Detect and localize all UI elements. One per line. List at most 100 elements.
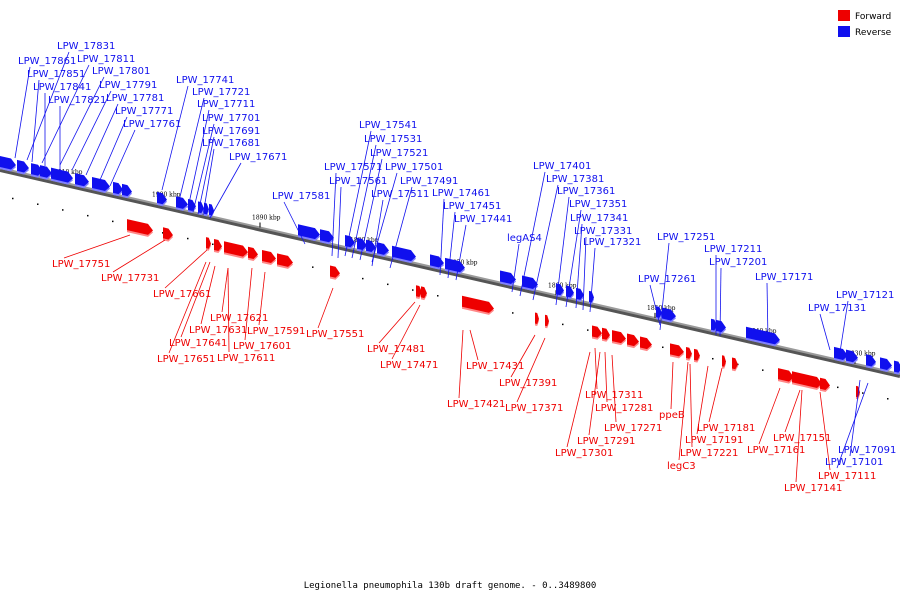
backbone-dot: [12, 197, 14, 200]
forward-gene: [127, 219, 153, 237]
reverse-label-leader: [719, 267, 722, 337]
forward-gene-label: LPW_17301: [555, 448, 613, 459]
scale-tick-label: 1900 kbp: [152, 192, 181, 199]
forward-label-leader: [689, 363, 693, 448]
reverse-label-leader: [659, 242, 670, 331]
reverse-gene-label: LPW_17461: [432, 188, 490, 199]
legend-forward-label: Forward: [855, 12, 891, 22]
forward-gene-label: legC3: [667, 461, 696, 472]
reverse-gene: [716, 319, 726, 335]
reverse-gene: [357, 237, 367, 252]
reverse-gene-label: LPW_17201: [709, 257, 767, 268]
scale-tick-label: 1870 kbp: [449, 260, 478, 267]
reverse-gene: [746, 326, 780, 347]
reverse-label-leader: [177, 97, 205, 206]
reverse-gene-label: LPW_17521: [370, 148, 428, 159]
forward-label-leader: [180, 261, 211, 338]
reverse-gene: [894, 360, 900, 375]
reverse-gene-label: LPW_17321: [583, 237, 641, 248]
reverse-label-leader: [192, 123, 215, 213]
forward-gene-label: ppeB: [659, 410, 685, 421]
reverse-gene-label: LPW_17541: [359, 120, 417, 131]
reverse-gene-label: LPW_17501: [385, 162, 443, 173]
reverse-gene-label: LPW_17531: [364, 134, 422, 145]
reverse-gene-label: LPW_17851: [27, 69, 85, 80]
reverse-gene: [113, 181, 123, 197]
reverse-label-leader: [359, 158, 383, 261]
forward-label-leader: [112, 239, 166, 273]
reverse-label-leader: [351, 144, 377, 259]
backbone-dot: [762, 369, 764, 371]
forward-gene-label: LPW_17471: [380, 360, 438, 371]
reverse-gene-label: LPW_17561: [329, 176, 387, 187]
forward-gene: [535, 312, 539, 326]
reverse-gene: [834, 346, 848, 362]
backbone-dot: [437, 295, 439, 297]
backbone-dot: [112, 220, 114, 223]
forward-gene: [163, 227, 173, 242]
reverse-label-leader: [161, 85, 189, 191]
reverse-gene: [75, 173, 89, 189]
reverse-label-leader: [109, 129, 136, 187]
reverse-gene-label: LPW_17451: [443, 201, 501, 212]
forward-label-leader: [469, 329, 479, 361]
reverse-gene: [40, 165, 52, 180]
forward-label-leader: [758, 387, 781, 445]
reverse-gene: [122, 183, 132, 199]
legend-reverse-label: Reverse: [855, 28, 892, 38]
forward-label-leader: [221, 267, 229, 313]
forward-gene: [421, 286, 427, 301]
reverse-gene-label: LPW_17211: [704, 244, 762, 255]
reverse-gene-label: LPW_17691: [202, 126, 260, 137]
forward-gene-label: LPW_17651: [157, 354, 215, 365]
reverse-gene-label: LPW_17381: [546, 174, 604, 185]
reverse-label-leader: [202, 148, 215, 216]
forward-gene-label: LPW_17601: [233, 341, 291, 352]
scale-tick-label: 1890 kbp: [252, 215, 281, 222]
scale-tick-label: 1830 kbp: [847, 351, 876, 358]
forward-gene-label: LPW_17641: [169, 338, 227, 349]
backbone-dot: [712, 357, 714, 360]
backbone-dot: [837, 386, 839, 389]
forward-gene: [224, 241, 248, 259]
reverse-label-leader: [389, 186, 413, 269]
reverse-gene: [866, 354, 876, 369]
reverse-gene-label: LPW_17801: [92, 66, 150, 77]
forward-gene-label: LPW_17631: [189, 325, 247, 336]
forward-gene: [640, 336, 652, 352]
forward-label-leader: [566, 351, 591, 448]
forward-gene: [778, 368, 794, 384]
forward-label-leader: [588, 351, 601, 436]
reverse-gene: [662, 307, 676, 323]
reverse-gene: [176, 196, 188, 211]
reverse-gene-label: LPW_17491: [400, 176, 458, 187]
forward-label-leader: [795, 389, 803, 483]
reverse-gene: [711, 318, 717, 333]
forward-gene-label: LPW_17661: [153, 289, 211, 300]
reverse-label-leader: [555, 196, 570, 306]
reverse-gene: [430, 254, 444, 270]
forward-label-leader: [696, 365, 709, 435]
forward-label-leader: [164, 249, 208, 289]
reverse-gene-label: LPW_17351: [569, 199, 627, 210]
reverse-label-leader: [31, 79, 40, 163]
forward-gene: [792, 371, 822, 391]
reverse-gene-label: LPW_17171: [755, 272, 813, 283]
reverse-label-leader: [41, 64, 90, 164]
forward-gene-label: LPW_17161: [747, 445, 805, 456]
reverse-label-leader: [582, 236, 587, 311]
reverse-gene-label: LPW_17671: [229, 152, 287, 163]
forward-gene: [592, 325, 602, 340]
reverse-gene: [846, 349, 858, 365]
forward-gene-label: LPW_17371: [505, 403, 563, 414]
reverse-label-leader: [455, 224, 467, 281]
reverse-gene-label: LPW_17781: [106, 93, 164, 104]
forward-gene-label: LPW_17221: [680, 448, 738, 459]
reverse-gene-label: LPW_17101: [825, 457, 883, 468]
label-leader-lines: [14, 51, 869, 483]
forward-gene-label: LPW_17551: [306, 329, 364, 340]
forward-gene: [686, 347, 692, 361]
reverse-label-leader: [85, 103, 119, 176]
reverse-label-leader: [589, 247, 596, 313]
